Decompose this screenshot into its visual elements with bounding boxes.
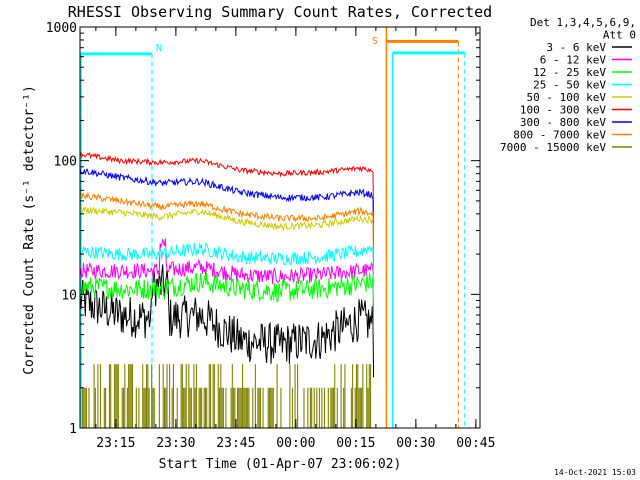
x-tick-label: 23:15: [96, 436, 135, 451]
x-axis-label: Start Time (01-Apr-07 23:06:02): [159, 457, 402, 472]
plot-frame: [79, 26, 481, 429]
y-tick-label: 10: [61, 288, 77, 303]
x-tick-label: 00:30: [396, 436, 435, 451]
series-line: [82, 364, 372, 428]
series-line: [79, 243, 375, 300]
annotation-n: N: [156, 43, 162, 54]
legend-entry-label: 25 - 50 keV: [533, 79, 606, 92]
x-tick-label: 00:00: [276, 436, 315, 451]
y-tick-label: 100: [54, 155, 77, 170]
legend-entry-label: 300 - 800 keV: [520, 116, 606, 129]
series-line: [79, 152, 375, 224]
legend-entry-label: 12 - 25 keV: [533, 66, 606, 79]
legend-entry-label: 6 - 12 keV: [540, 54, 607, 67]
series-line: [79, 204, 375, 274]
x-tick-label: 23:45: [216, 436, 255, 451]
series-line: [79, 191, 375, 268]
legend-header-line: Det 1,3,4,5,6,9,: [530, 16, 636, 29]
series-line: [79, 272, 375, 335]
plot-area: N S 1 10 100 1000 23:15 23:30 23:45 00:00 00:15 00:…: [46, 21, 496, 451]
series-line: [79, 167, 375, 249]
legend-entry-label: 3 - 6 keV: [546, 41, 606, 54]
x-tick-label: 00:15: [336, 436, 375, 451]
legend-header-line: Att 0: [603, 29, 636, 42]
y-tick-label: 1000: [46, 21, 77, 36]
series-line: [79, 238, 375, 325]
legend-entry-label: 7000 - 15000 keV: [500, 141, 606, 154]
y-axis-label: Corrected Count Rate (s⁻¹ detector⁻¹): [22, 85, 37, 375]
x-tick-label: 23:30: [156, 436, 195, 451]
chart-title: RHESSI Observing Summary Count Rates, Co…: [68, 3, 492, 21]
legend-entry-label: 800 - 7000 keV: [513, 129, 606, 142]
legend-entry-label: 50 - 100 keV: [527, 91, 607, 104]
series-line: [79, 264, 375, 378]
timestamp-label: 14-Oct-2021 15:03: [554, 468, 636, 477]
x-tick-label: 00:45: [456, 436, 495, 451]
legend-entry-label: 100 - 300 keV: [520, 104, 606, 117]
annotation-s: S: [372, 36, 378, 47]
y-tick-label: 1: [69, 422, 77, 437]
